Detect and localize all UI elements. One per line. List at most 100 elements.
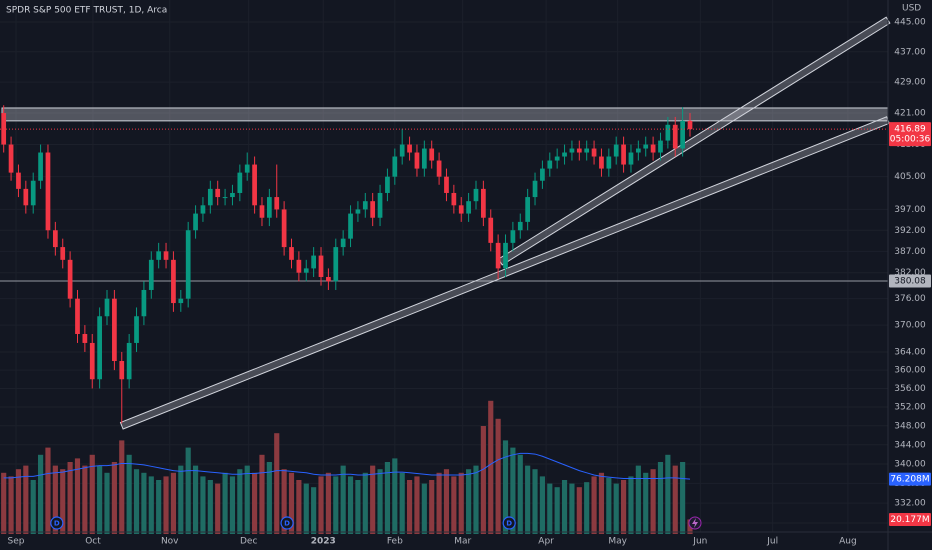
volume-bar (170, 472, 177, 534)
volume-bar (23, 465, 29, 534)
candle-body (340, 238, 346, 248)
volume-bar (539, 476, 545, 534)
volume-bar (222, 472, 228, 534)
y-tick-label: 437.00 (894, 47, 926, 57)
candle-body (230, 192, 235, 198)
candle-body (348, 213, 353, 239)
candle-body (458, 205, 464, 214)
candle-body (222, 197, 228, 199)
candle-body (399, 144, 405, 157)
candle-body (421, 148, 427, 169)
candle-body (665, 124, 671, 141)
volume-bar (192, 465, 199, 534)
last-price-box (889, 122, 931, 147)
volume-bar (680, 462, 686, 534)
y-tick-label: 344.00 (894, 440, 926, 450)
x-tick-label: Apr (538, 537, 554, 547)
candle-body (67, 259, 73, 299)
y-tick-label: 360.00 (894, 366, 926, 376)
trendline (119, 116, 890, 430)
volume-bar (591, 476, 597, 534)
candle-body (148, 259, 154, 290)
candle-body (60, 247, 66, 260)
candle-body (495, 242, 501, 269)
volume-bar (133, 469, 140, 534)
countdown: 05:00:36 (890, 135, 931, 145)
y-tick-label: 392.00 (894, 226, 926, 236)
candle-body (171, 259, 176, 304)
candle-body (488, 217, 494, 243)
volume-bar (495, 418, 501, 534)
volume-bar (200, 476, 206, 534)
candle-body (672, 124, 678, 149)
volume-bar (606, 477, 612, 534)
volume-bar (584, 482, 590, 534)
volume-bar (148, 476, 154, 534)
candle-body (281, 209, 287, 248)
candle-body (30, 180, 36, 206)
y-tick-label: 445.00 (894, 17, 926, 27)
x-tick-label: Jul (766, 537, 778, 547)
volume-bar (561, 480, 568, 534)
volume-bar (377, 469, 383, 534)
volume-bar (429, 480, 435, 534)
volume-bar (274, 433, 280, 534)
volume-bar (163, 476, 169, 534)
volume-bar (215, 483, 221, 534)
volume-bar (89, 454, 95, 534)
candle-body (134, 316, 139, 343)
candle-body (75, 298, 80, 335)
volume-bar (355, 480, 361, 534)
candle-body (429, 148, 435, 161)
volume-label: 20.177M (890, 515, 929, 525)
volume-bar (8, 476, 14, 534)
y-tick-label: 387.00 (894, 247, 926, 257)
candle-body (141, 289, 147, 317)
candle-body (562, 152, 567, 157)
volume-ma-label-box (889, 472, 931, 486)
volume-bar (15, 469, 22, 534)
y-tick-label: 376.00 (894, 294, 926, 304)
candle-body (532, 180, 538, 198)
volume-bar (406, 480, 413, 534)
volume-bar (347, 476, 354, 534)
x-tick-label: May (608, 537, 627, 547)
volume-bar (598, 472, 605, 534)
candle-body (599, 156, 604, 169)
event-marker (280, 516, 294, 530)
candle-body (259, 205, 265, 218)
volume-bar (281, 469, 287, 534)
candle-body (333, 247, 339, 282)
candle-body (547, 160, 553, 169)
volume-bar (252, 472, 258, 534)
candle-body (628, 152, 634, 165)
candle-body (510, 230, 516, 243)
volume-bar (141, 472, 147, 534)
volume-bar (525, 465, 531, 534)
candle-body (473, 188, 479, 202)
y-tick-label: 370.00 (894, 321, 926, 331)
volume-bar (45, 447, 51, 534)
y-tick-label: 397.00 (894, 205, 926, 215)
candle-body (355, 209, 361, 214)
candle-body (45, 152, 51, 231)
candle-body (326, 276, 331, 282)
volume-bar (672, 465, 678, 534)
candle-body (687, 120, 693, 130)
candle-body (525, 197, 531, 222)
volume-bar (38, 454, 44, 534)
candle-body (621, 144, 626, 165)
volume-bar (1, 472, 7, 534)
volume-bar (126, 454, 132, 534)
candle-body (266, 197, 272, 218)
candle-body (112, 298, 117, 362)
volume-bar (74, 458, 81, 534)
axes: 445.00437.00429.00421.00413.00405.00397.… (8, 17, 931, 547)
x-tick-label: 2023 (311, 537, 336, 547)
volume-bar (466, 469, 472, 534)
candle-body (193, 213, 198, 231)
volume-bar (628, 476, 634, 534)
volume-bar (569, 483, 575, 534)
candle-body (503, 242, 508, 269)
